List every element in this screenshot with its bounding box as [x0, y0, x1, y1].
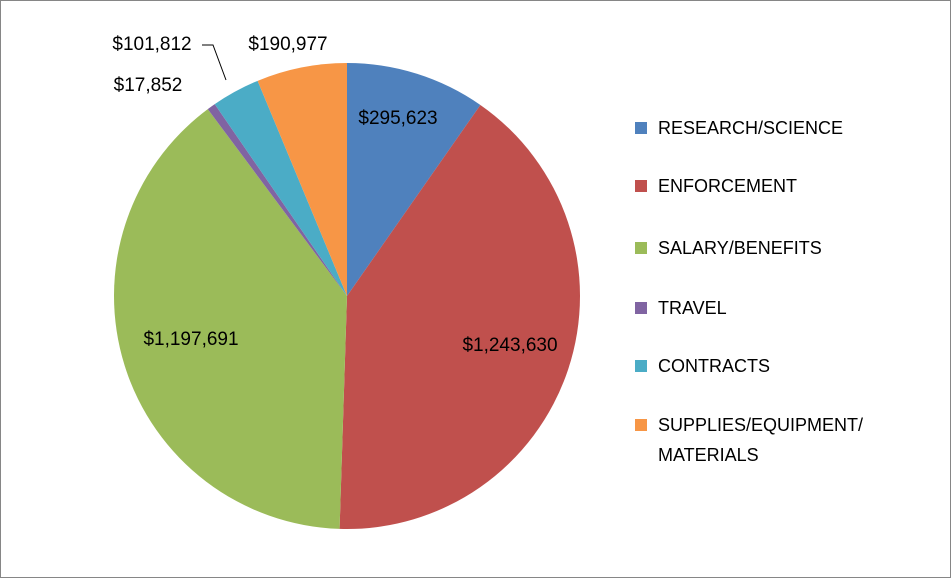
data-label: $17,852: [114, 75, 183, 96]
data-label: $101,812: [112, 34, 191, 55]
legend-label: SUPPLIES/EQUIPMENT/ MATERIALS: [658, 415, 864, 465]
legend-label: SALARY/BENEFITS: [658, 238, 822, 258]
pie-slice: [207, 104, 347, 297]
data-label: $1,243,630: [462, 335, 557, 356]
pie-slice: [113, 109, 347, 529]
pie-slice: [257, 63, 347, 296]
legend-item: SUPPLIES/EQUIPMENT/ MATERIALS: [635, 410, 875, 470]
legend-swatch: [635, 419, 647, 431]
legend-label: CONTRACTS: [658, 356, 770, 376]
legend-item: CONTRACTS: [635, 351, 875, 381]
legend-swatch: [635, 180, 647, 192]
legend-item: RESEARCH/SCIENCE: [635, 113, 875, 143]
legend-label: RESEARCH/SCIENCE: [658, 118, 844, 138]
data-label: $295,623: [358, 108, 437, 129]
legend-label: ENFORCEMENT: [658, 176, 797, 196]
legend-label: TRAVEL: [658, 298, 727, 318]
legend-swatch: [635, 360, 647, 372]
legend-item: ENFORCEMENT: [635, 171, 875, 201]
data-label: $190,977: [248, 34, 327, 55]
legend-item: SALARY/BENEFITS: [635, 233, 875, 263]
pie-slice: [214, 80, 347, 296]
pie-slice: [347, 63, 481, 296]
legend-swatch: [635, 122, 647, 134]
legend-swatch: [635, 302, 647, 314]
data-label: $1,197,691: [143, 329, 238, 350]
pie-slice: [339, 104, 581, 529]
leader-line: [202, 44, 227, 81]
legend-swatch: [635, 242, 647, 254]
legend-item: TRAVEL: [635, 293, 875, 323]
